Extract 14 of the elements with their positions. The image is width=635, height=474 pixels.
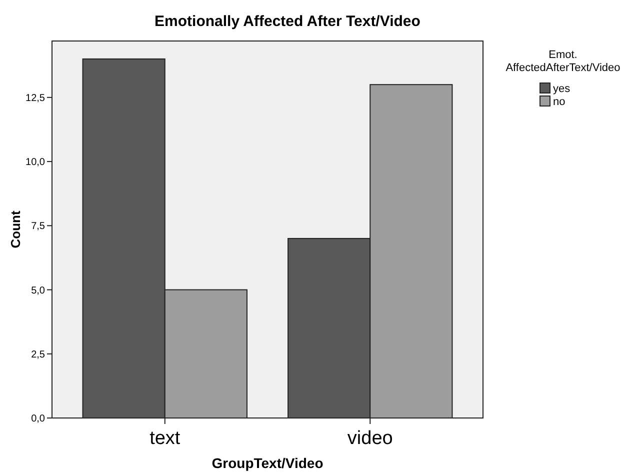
y-axis-title: Count — [8, 210, 23, 248]
y-tick-label: 0,0 — [31, 414, 46, 424]
y-tick-label: 10,0 — [26, 157, 46, 168]
legend-label: no — [553, 96, 566, 108]
legend-title: Emot. AffectedAfterText/Video — [506, 49, 620, 74]
chart-title: Emotionally Affected After Text/Video — [154, 13, 420, 30]
x-tick-label: text — [150, 428, 181, 449]
y-tick-label: 5,0 — [31, 285, 46, 296]
x-tick-label: video — [347, 428, 393, 449]
legend-label: yes — [553, 82, 571, 95]
y-tick-label: 12,5 — [26, 92, 46, 104]
y-tick-label: 2,5 — [31, 349, 46, 360]
x-axis-title: GroupText/Video — [212, 455, 324, 471]
y-tick-label: 7,5 — [31, 221, 46, 232]
